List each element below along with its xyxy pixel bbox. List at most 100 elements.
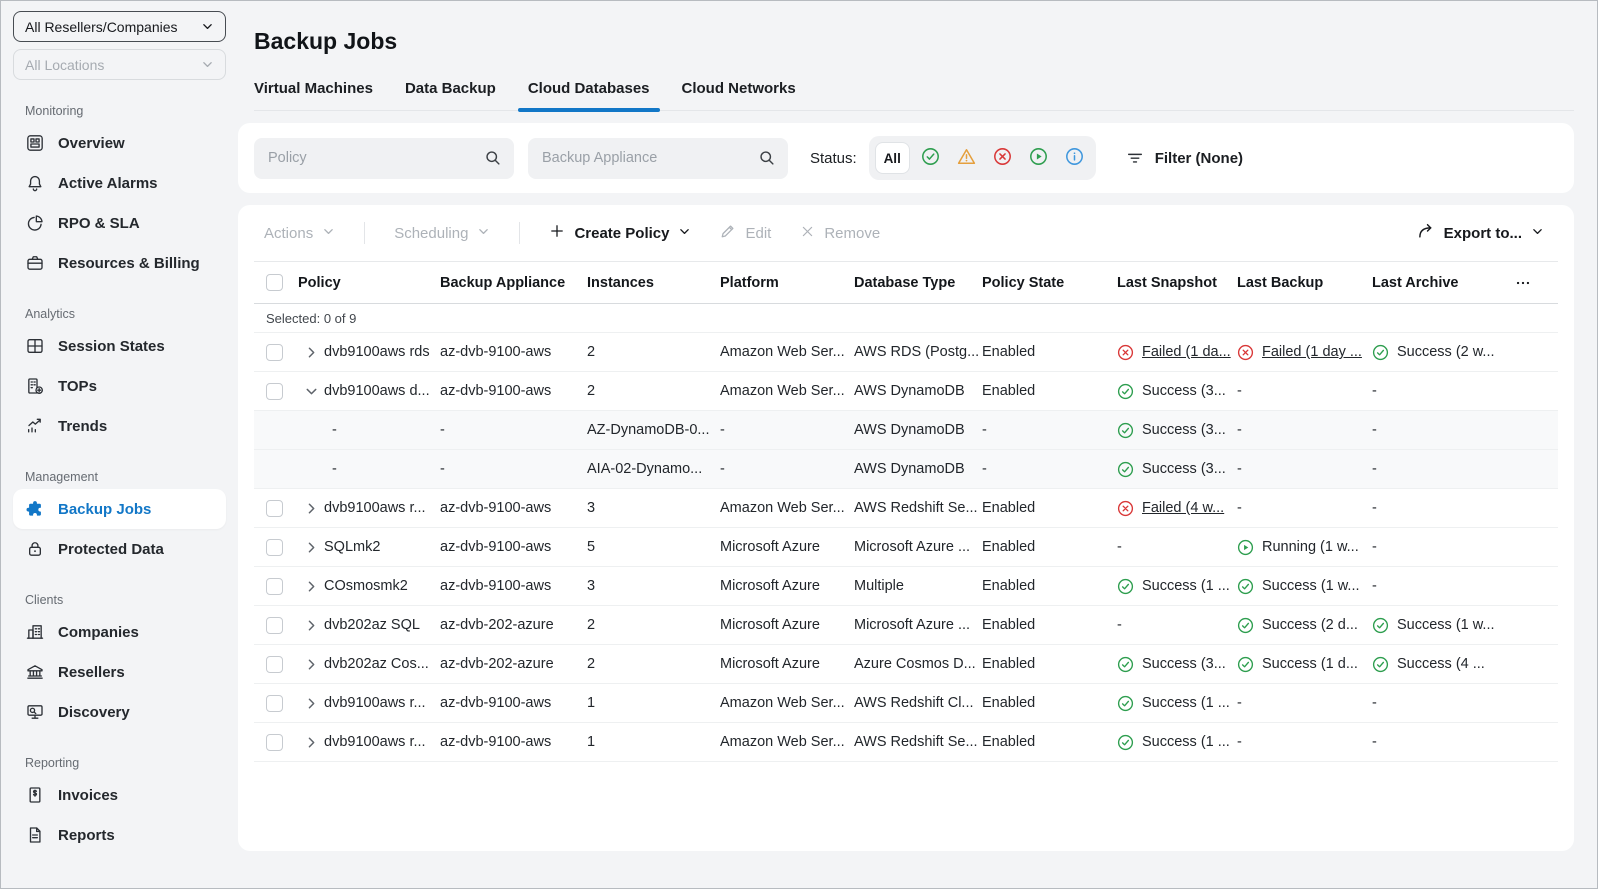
sidebar-item-resources-billing[interactable]: Resources & Billing	[13, 243, 226, 283]
status-warning-button[interactable]	[952, 142, 982, 174]
expand-row-icon[interactable]	[298, 735, 324, 750]
sidebar-item-rpo-sla[interactable]: RPO & SLA	[13, 203, 226, 243]
expander-cell	[298, 345, 324, 360]
actions-button[interactable]: Actions	[264, 225, 335, 242]
row-checkbox[interactable]	[266, 694, 283, 712]
cell-last-archive: -	[1372, 461, 1496, 477]
row-checkbox[interactable]	[266, 382, 283, 400]
column-header-database-type[interactable]: Database Type	[854, 274, 956, 291]
info-status-icon	[1065, 147, 1084, 169]
sidebar-item-overview[interactable]: Overview	[13, 123, 226, 163]
expand-row-icon[interactable]	[298, 345, 324, 360]
appliance-search-input[interactable]	[540, 149, 758, 167]
status-failed-button[interactable]	[988, 142, 1018, 174]
sidebar-item-tops[interactable]: TOPs	[13, 366, 226, 406]
edit-button[interactable]: Edit	[720, 223, 771, 243]
cell-instances: AZ-DynamoDB-0...	[587, 422, 710, 438]
table-row[interactable]: dvb202az Cos... az-dvb-202-azure 2 Microsof…	[254, 645, 1558, 684]
status-all-button[interactable]: All	[874, 142, 910, 174]
sidebar-item-trends[interactable]: Trends	[13, 406, 226, 446]
policy-search-input[interactable]	[266, 149, 484, 167]
table-row[interactable]: - - AZ-DynamoDB-0... - AWS DynamoDB - Success …	[254, 411, 1558, 450]
column-header-last-archive[interactable]: Last Archive	[1372, 274, 1459, 291]
search-icon[interactable]	[484, 149, 502, 167]
sidebar-item-label: Resellers	[58, 663, 125, 681]
sidebar-item-session-states[interactable]: Session States	[13, 326, 226, 366]
locations-dropdown[interactable]: All Locations	[13, 49, 226, 80]
expand-row-icon[interactable]	[298, 657, 324, 672]
success-status-icon	[921, 147, 940, 169]
sidebar-item-active-alarms[interactable]: Active Alarms	[13, 163, 226, 203]
scheduling-button[interactable]: Scheduling	[394, 225, 490, 242]
expander-cell	[298, 696, 324, 711]
table-row[interactable]: COsmosmk2 az-dvb-9100-aws 3 Microsoft Azure…	[254, 567, 1558, 606]
status-success-button[interactable]	[916, 142, 946, 174]
status-text: Running (1 w...	[1262, 539, 1359, 555]
expand-row-icon[interactable]	[298, 501, 324, 516]
status-text-link[interactable]: Failed (4 w...	[1142, 500, 1225, 516]
export-button[interactable]: Export to...	[1417, 222, 1544, 244]
success-status-icon	[1117, 656, 1134, 673]
cell-state: Enabled	[982, 734, 1036, 750]
filter-button[interactable]: Filter (None)	[1120, 148, 1249, 168]
collapse-row-icon[interactable]	[298, 384, 324, 399]
tab-data-backup[interactable]: Data Backup	[404, 80, 496, 97]
table-row[interactable]: dvb9100aws rds az-dvb-9100-aws 2 Amazon Web…	[254, 333, 1558, 372]
column-header-policy[interactable]: Policy	[298, 274, 341, 291]
column-header-platform[interactable]: Platform	[720, 274, 779, 291]
status-info-button[interactable]	[1060, 142, 1090, 174]
sidebar-item-invoices[interactable]: Invoices	[13, 775, 226, 815]
column-header-last-snapshot[interactable]: Last Snapshot	[1117, 274, 1217, 291]
cell-policy: dvb202az SQL	[324, 617, 420, 633]
expand-row-icon[interactable]	[298, 618, 324, 633]
table-row[interactable]: - - AIA-02-Dynamo... - AWS DynamoDB - Success …	[254, 450, 1558, 489]
sidebar-item-protected-data[interactable]: Protected Data	[13, 529, 226, 569]
table-row[interactable]: dvb9100aws d... az-dvb-9100-aws 2 Amazon We…	[254, 372, 1558, 411]
page-title: Backup Jobs	[254, 28, 398, 54]
search-icon[interactable]	[758, 149, 776, 167]
status-text-link[interactable]: Failed (1 day ...	[1262, 344, 1362, 360]
tab-virtual-machines[interactable]: Virtual Machines	[254, 80, 373, 97]
column-header-backup-appliance[interactable]: Backup Appliance	[440, 274, 566, 291]
table-row[interactable]: dvb202az SQL az-dvb-202-azure 2 Microsoft A…	[254, 606, 1558, 645]
row-checkbox[interactable]	[266, 343, 283, 361]
table-row[interactable]: dvb9100aws r... az-dvb-9100-aws 1 Amazon We…	[254, 723, 1558, 762]
cell-appliance: az-dvb-9100-aws	[440, 383, 552, 399]
create-policy-button[interactable]: Create Policy	[549, 223, 691, 243]
row-checkbox[interactable]	[266, 538, 283, 556]
table-row[interactable]: dvb9100aws r... az-dvb-9100-aws 3 Amazon We…	[254, 489, 1558, 528]
cell-last-snapshot: Success (1 ...	[1117, 695, 1237, 712]
row-checkbox[interactable]	[266, 655, 283, 673]
sidebar-item-companies[interactable]: Companies	[13, 612, 226, 652]
sidebar-item-reports[interactable]: Reports	[13, 815, 226, 855]
expand-row-icon[interactable]	[298, 579, 324, 594]
column-header-last-backup[interactable]: Last Backup	[1237, 274, 1324, 291]
row-checkbox[interactable]	[266, 616, 283, 634]
select-all-checkbox[interactable]	[266, 274, 283, 291]
status-text-link[interactable]: Failed (1 da...	[1142, 344, 1231, 360]
column-header-policy-state[interactable]: Policy State	[982, 274, 1065, 291]
tab-cloud-databases[interactable]: Cloud Databases	[517, 80, 660, 112]
cell-last-archive: -	[1372, 734, 1496, 750]
sidebar-item-backup-jobs[interactable]: Backup Jobs	[13, 489, 226, 529]
sidebar-item-resellers[interactable]: Resellers	[13, 652, 226, 692]
column-settings-icon[interactable]	[1496, 274, 1558, 292]
status-running-button[interactable]	[1024, 142, 1054, 174]
cell-value: -	[1237, 500, 1242, 516]
table-row[interactable]: SQLmk2 az-dvb-9100-aws 5 Microsoft Azure Mic…	[254, 528, 1558, 567]
cell-instances: 1	[587, 734, 596, 750]
table-card: Actions Scheduling Create Policy Edit	[238, 205, 1574, 851]
resellers-companies-dropdown[interactable]: All Resellers/Companies	[13, 11, 226, 42]
row-checkbox[interactable]	[266, 733, 283, 751]
row-checkbox[interactable]	[266, 577, 283, 595]
sidebar-item-discovery[interactable]: Discovery	[13, 692, 226, 732]
expand-row-icon[interactable]	[298, 696, 324, 711]
cell-last-snapshot: Failed (1 da...	[1117, 344, 1237, 361]
remove-button[interactable]: Remove	[800, 224, 880, 243]
column-header-instances[interactable]: Instances	[587, 274, 654, 291]
expand-row-icon[interactable]	[298, 540, 324, 555]
cell-value: -	[1117, 617, 1122, 633]
tab-cloud-networks[interactable]: Cloud Networks	[681, 80, 796, 97]
table-row[interactable]: dvb9100aws r... az-dvb-9100-aws 1 Amazon We…	[254, 684, 1558, 723]
row-checkbox[interactable]	[266, 499, 283, 517]
